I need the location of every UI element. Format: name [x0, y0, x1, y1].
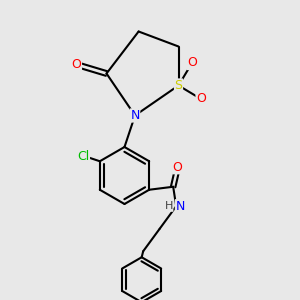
Text: N: N — [130, 109, 140, 122]
Text: O: O — [187, 56, 197, 70]
Text: N: N — [176, 200, 185, 213]
Text: O: O — [72, 58, 81, 71]
Text: Cl: Cl — [77, 150, 89, 163]
Text: S: S — [175, 79, 182, 92]
Text: O: O — [196, 92, 206, 106]
Text: H: H — [164, 201, 173, 211]
Text: O: O — [173, 161, 183, 174]
